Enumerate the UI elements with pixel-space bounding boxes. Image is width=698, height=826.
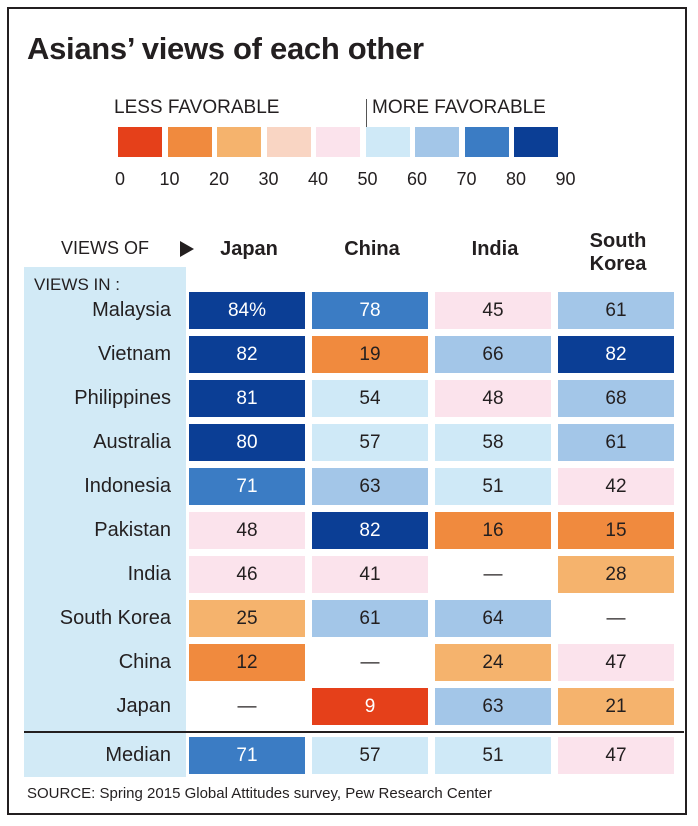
- table-row-cell: 21: [558, 688, 674, 725]
- table-row-cell: 57: [312, 424, 428, 461]
- chart-title: Asians’ views of each other: [27, 31, 424, 66]
- table-row-cell: 68: [558, 380, 674, 417]
- table-row-cell: 19: [312, 336, 428, 373]
- median-row-cell: 71: [189, 737, 305, 774]
- legend-color-box: [415, 127, 459, 157]
- table-row-label: India: [127, 563, 171, 585]
- legend-color-box: [514, 127, 558, 157]
- table-row-cell: 63: [312, 468, 428, 505]
- table-row-cell: 66: [435, 336, 551, 373]
- table-row-label: China: [118, 651, 171, 673]
- table-row-cell: 28: [558, 556, 674, 593]
- table-row-label: Malaysia: [92, 299, 171, 321]
- table-row-label: Philippines: [74, 387, 171, 409]
- table-row-cell: 48: [189, 512, 305, 549]
- table-row-cell: —: [606, 607, 626, 629]
- median-divider: [24, 731, 684, 733]
- table-row-cell: 15: [558, 512, 674, 549]
- median-label-panel: [24, 733, 186, 777]
- legend-color-box: [118, 127, 162, 157]
- table-row-cell: 82: [312, 512, 428, 549]
- column-header-china: China: [344, 238, 400, 260]
- table-row-cell: 82: [558, 336, 674, 373]
- table-row-label: Pakistan: [94, 519, 171, 541]
- table-row-cell: 48: [435, 380, 551, 417]
- table-row-cell: 64: [435, 600, 551, 637]
- views-in-label: VIEWS IN :: [34, 275, 120, 294]
- table-row-cell: 61: [558, 292, 674, 329]
- table-row-cell: 45: [435, 292, 551, 329]
- table-row-cell: 12: [189, 644, 305, 681]
- table-row-cell: 54: [312, 380, 428, 417]
- table-row-label: Indonesia: [84, 475, 171, 497]
- legend-color-box: [365, 127, 410, 157]
- table-row-cell: 41: [312, 556, 428, 593]
- legend-color-box: [464, 127, 509, 157]
- row-label-panel: [24, 267, 186, 731]
- table-row-label: Vietnam: [97, 343, 171, 365]
- legend-tick-label: 70: [456, 169, 477, 189]
- legend-color-box: [316, 127, 360, 157]
- column-header-south-korea-line1: South: [589, 230, 647, 252]
- table-row-cell: 24: [435, 644, 551, 681]
- column-header-south-korea: South Korea: [558, 230, 678, 276]
- legend-more-favorable-label: MORE FAVORABLE: [372, 97, 546, 118]
- legend-tick-label: 20: [208, 169, 230, 189]
- legend-color-box: [217, 127, 261, 157]
- source-note: SOURCE: Spring 2015 Global Attitudes sur…: [27, 785, 492, 802]
- legend-tick-label: 90: [555, 169, 576, 189]
- table-row-cell: 80: [189, 424, 305, 461]
- median-row-cell: 47: [558, 737, 674, 774]
- legend-color-box: [167, 127, 212, 157]
- table-row-cell: 71: [189, 468, 305, 505]
- table-row-cell: 42: [558, 468, 674, 505]
- legend-tick-label: 0: [114, 169, 125, 189]
- table-row-cell: 84%: [189, 292, 305, 329]
- legend-color-box: [266, 127, 311, 157]
- arrow-right-icon: [180, 241, 194, 257]
- table-row-cell: 16: [435, 512, 551, 549]
- median-row-label: Median: [105, 744, 171, 766]
- table-row-cell: —: [483, 563, 503, 585]
- table-row-cell: 25: [189, 600, 305, 637]
- legend-tick-label: 40: [307, 169, 329, 189]
- table-row-cell: 61: [312, 600, 428, 637]
- table-row-label: South Korea: [59, 607, 171, 629]
- views-of-label: VIEWS OF: [61, 238, 150, 258]
- table-row-cell: 82: [189, 336, 305, 373]
- table-row-cell: 51: [435, 468, 551, 505]
- table-row-cell: —: [237, 695, 257, 717]
- table-row-cell: 61: [558, 424, 674, 461]
- table-row-label: Australia: [93, 431, 171, 453]
- column-header-india: India: [471, 238, 519, 260]
- column-header-south-korea-line2: Korea: [589, 253, 647, 275]
- chart-frame: Asians’ views of each other LESS FAVORAB…: [7, 7, 687, 815]
- median-row-cell: 57: [312, 737, 428, 774]
- table-row-cell: 63: [435, 688, 551, 725]
- table-row-cell: 46: [189, 556, 305, 593]
- legend-tick-label: 80: [505, 169, 527, 189]
- table-row-cell: 78: [312, 292, 428, 329]
- legend-less-favorable-label: LESS FAVORABLE: [114, 97, 280, 118]
- legend-tick-label: 60: [406, 169, 428, 189]
- table-row-cell: 81: [189, 380, 305, 417]
- legend-tick-label: 30: [258, 169, 279, 189]
- table-row-label: Japan: [116, 695, 172, 717]
- table-row-cell: 58: [435, 424, 551, 461]
- column-header-japan: Japan: [220, 238, 278, 260]
- legend-tick-label: 10: [159, 169, 180, 189]
- median-row-cell: 51: [435, 737, 551, 774]
- table-row-cell: —: [360, 651, 380, 673]
- table-row-cell: 47: [558, 644, 674, 681]
- table-row-cell: 9: [312, 688, 428, 725]
- legend-tick-label: 50: [357, 169, 378, 189]
